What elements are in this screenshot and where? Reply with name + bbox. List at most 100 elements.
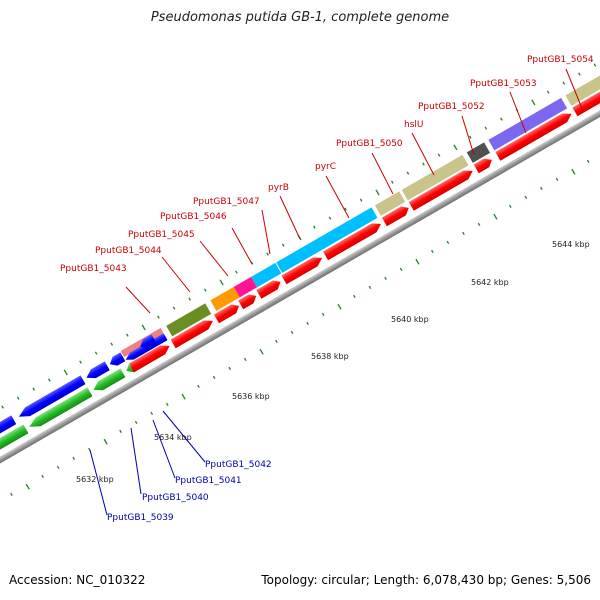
tick-mark xyxy=(359,198,363,202)
tick-mark xyxy=(134,420,138,425)
tick-mark xyxy=(16,396,20,400)
tick-mark xyxy=(531,99,536,106)
leader-5053 xyxy=(509,91,527,134)
feature-olive xyxy=(166,303,212,337)
tick-mark xyxy=(430,249,434,254)
tick-mark xyxy=(555,177,559,182)
cds-green-2 xyxy=(29,387,93,427)
tick-mark xyxy=(125,333,129,337)
feature-gray xyxy=(466,142,491,163)
tick-mark xyxy=(462,231,465,236)
genome-band xyxy=(0,63,600,503)
tick-mark xyxy=(48,378,51,382)
scale-label: 5638 kbp xyxy=(311,352,349,361)
cds-reverse-3 xyxy=(86,361,110,379)
tick-mark xyxy=(571,168,576,175)
cds-reverse-2 xyxy=(18,375,86,417)
genome-summary: Topology: circular; Length: 6,078,430 bp… xyxy=(261,573,591,587)
gene-label: PputGB1_5041 xyxy=(175,476,242,486)
cds-forward-9 xyxy=(408,170,473,211)
cds-forward-1 xyxy=(129,345,170,373)
gene-label: PputGB1_5040 xyxy=(142,493,209,503)
cds-forward-6 xyxy=(281,257,323,285)
tick-row-outer xyxy=(1,63,597,409)
tick-mark xyxy=(477,222,481,227)
tick-mark xyxy=(197,384,200,389)
tick-mark xyxy=(266,252,269,256)
leader-5044 xyxy=(161,256,191,293)
tick-mark xyxy=(337,303,342,310)
feature-khaki-short xyxy=(374,191,406,216)
tick-mark xyxy=(508,204,512,209)
cds-forward-10 xyxy=(473,158,492,174)
gene-label: pyrC xyxy=(315,162,336,172)
leader-5046 xyxy=(231,227,253,265)
tick-mark xyxy=(157,315,160,319)
tick-mark xyxy=(546,90,550,94)
tick-mark xyxy=(275,339,278,344)
gene-label: pyrB xyxy=(268,183,289,193)
tick-mark xyxy=(10,492,13,497)
tick-mark xyxy=(328,216,332,220)
tick-mark xyxy=(306,321,309,326)
cds-forward-4 xyxy=(238,294,257,310)
tick-mark xyxy=(593,63,597,67)
scale-label: 5640 kbp xyxy=(391,315,429,324)
tick-mark xyxy=(56,465,60,470)
tick-mark xyxy=(484,126,488,130)
leader-5052 xyxy=(461,115,475,156)
leader-5043 xyxy=(125,286,151,314)
tick-mark xyxy=(235,270,238,274)
tick-mark xyxy=(103,438,108,445)
leader-5039 xyxy=(89,449,108,516)
tick-mark xyxy=(181,393,186,400)
tick-mark xyxy=(500,117,503,121)
tick-mark xyxy=(578,72,581,76)
cds-forward-5 xyxy=(256,280,281,299)
tick-mark xyxy=(313,225,316,229)
cds-reverse-1 xyxy=(0,415,17,439)
leader-pyrC xyxy=(325,175,350,219)
leader-5045 xyxy=(199,240,229,277)
tick-mark xyxy=(259,348,264,355)
tick-mark xyxy=(141,324,146,331)
cds-reverse-4 xyxy=(109,352,126,366)
tick-mark xyxy=(212,375,216,380)
scale-label: 5642 kbp xyxy=(471,278,509,287)
tick-mark xyxy=(203,288,207,292)
tick-mark xyxy=(453,144,458,151)
cds-forward-12 xyxy=(572,87,600,117)
cds-forward-2 xyxy=(170,320,213,349)
tick-mark xyxy=(368,285,372,290)
cds-forward-11 xyxy=(495,113,572,161)
tick-mark xyxy=(468,135,472,139)
gene-label: PputGB1_5039 xyxy=(107,513,174,523)
feature-orange xyxy=(210,286,240,311)
scale-labels: 5632 kbp 5634 kbp 5636 kbp 5638 kbp 5640… xyxy=(76,240,590,484)
scale-label: 5636 kbp xyxy=(232,392,270,401)
tick-mark xyxy=(586,159,590,164)
tick-mark xyxy=(375,189,380,196)
forward-leader-lines xyxy=(125,68,584,314)
tick-mark xyxy=(150,411,154,416)
cds-green-1 xyxy=(0,424,29,478)
tick-mark xyxy=(390,180,394,184)
gene-label: PputGB1_5045 xyxy=(128,230,195,240)
leader-5054 xyxy=(565,68,584,112)
tick-mark xyxy=(281,243,285,247)
gene-label: PputGB1_5053 xyxy=(470,79,537,89)
leader-5050 xyxy=(371,152,394,195)
tick-mark xyxy=(1,405,4,409)
tick-mark xyxy=(228,366,232,371)
tick-mark xyxy=(41,474,44,479)
tick-mark xyxy=(384,276,387,281)
cds-forward-3 xyxy=(213,304,239,324)
tick-mark xyxy=(437,153,441,157)
tick-mark xyxy=(110,342,114,346)
feature-cyan-short xyxy=(251,262,282,288)
cds-reverse-6 xyxy=(140,334,157,349)
tick-mark xyxy=(415,258,420,265)
scale-label: 5644 kbp xyxy=(552,240,590,249)
tick-mark xyxy=(172,306,176,310)
tick-mark xyxy=(446,240,450,245)
